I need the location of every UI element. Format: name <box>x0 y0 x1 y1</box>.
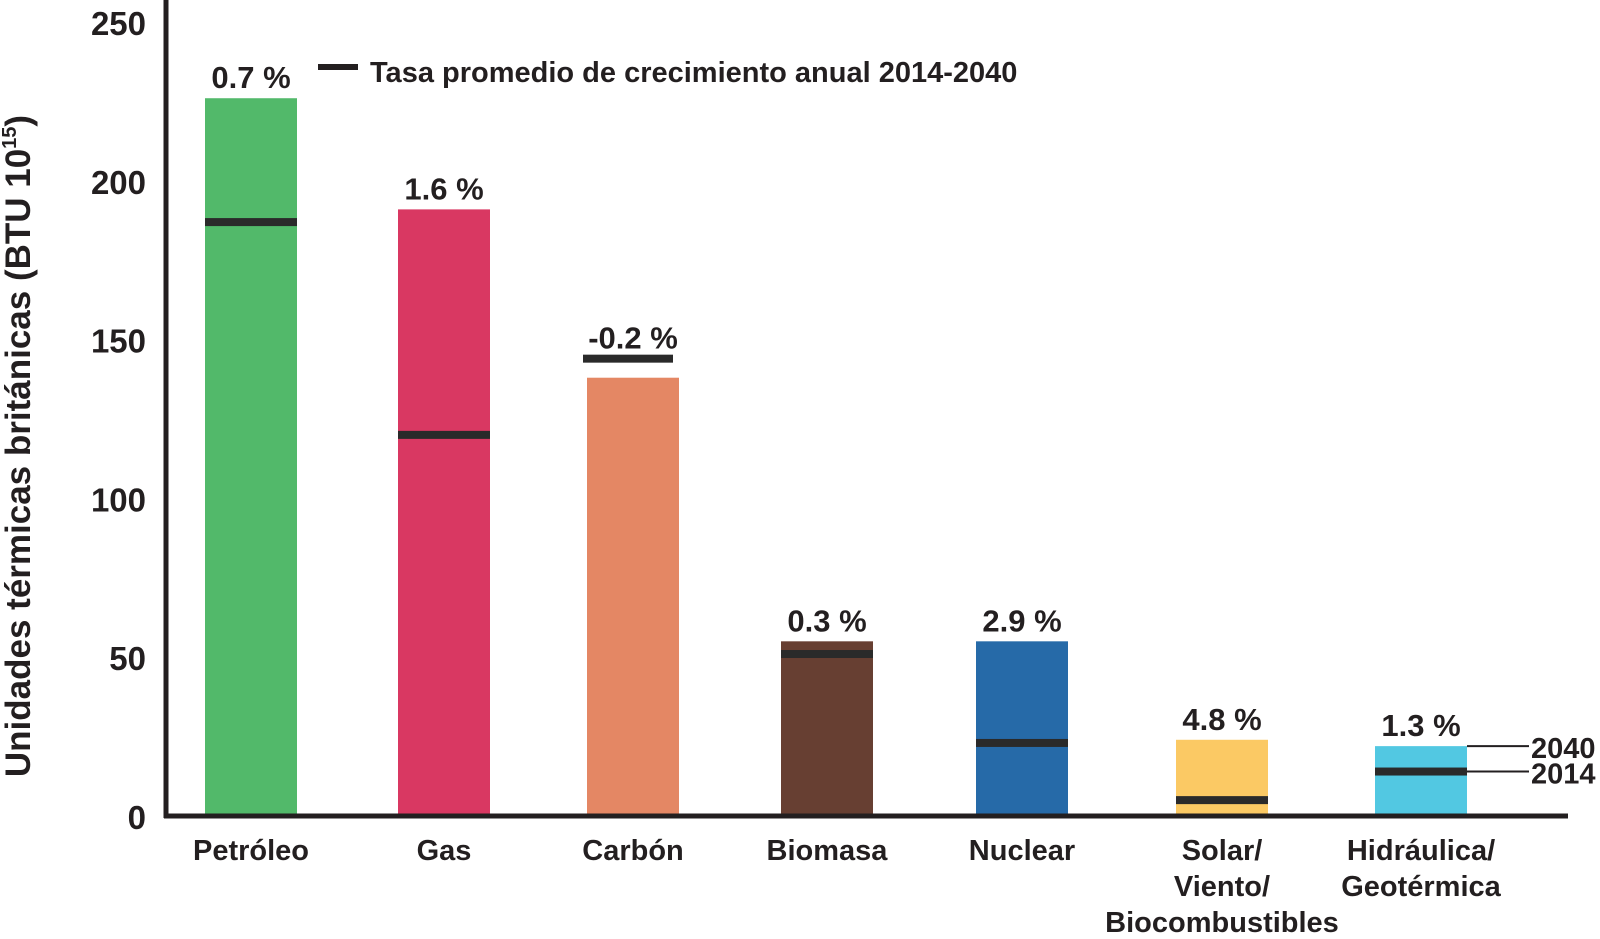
bar-2040 <box>1176 739 1268 816</box>
marker-2014 <box>398 430 490 439</box>
rate-label: 1.6 % <box>404 171 483 206</box>
y-axis-title: Unidades térmicas británicas (BTU 1015) <box>0 115 38 777</box>
category-label: Nuclear <box>969 835 1075 867</box>
marker-2014 <box>205 218 297 227</box>
category-label: Gas <box>417 835 472 867</box>
callout-2014: 2014 <box>1531 759 1596 791</box>
category-label: Carbón <box>582 835 684 867</box>
bar-2040 <box>976 641 1068 816</box>
rate-label: 4.8 % <box>1182 702 1261 737</box>
marker-2014 <box>1375 767 1467 776</box>
category-label: Geotérmica <box>1341 871 1501 903</box>
y-tick-label: 150 <box>91 323 146 360</box>
bar-2040 <box>781 641 873 816</box>
callout-2040: 2040 <box>1531 733 1596 765</box>
y-tick-label: 50 <box>109 640 146 677</box>
y-axis-title-close: ) <box>0 115 38 127</box>
plot-area: 0 50 100 150 200 250 0.7 % Petróleo 1.6 % Gas -0.2… <box>91 5 1596 939</box>
y-axis-title-superscript: 15 <box>0 127 21 149</box>
marker-2014 <box>781 650 873 659</box>
category-label: Hidráulica/ <box>1347 835 1495 867</box>
y-tick-label: 250 <box>91 5 146 42</box>
bar-2040 <box>205 98 297 816</box>
marker-2014 <box>976 738 1068 747</box>
category-label: Solar/ <box>1182 835 1263 867</box>
rate-label: 0.3 % <box>787 603 866 638</box>
rate-label: 1.3 % <box>1381 708 1460 743</box>
bar-2040 <box>587 377 679 816</box>
category-label: Viento/ <box>1174 871 1270 903</box>
bar-2040 <box>398 209 490 816</box>
rate-label: 0.7 % <box>211 60 290 95</box>
marker-2014 <box>1176 796 1268 805</box>
y-axis-title-main: Unidades térmicas británicas (BTU 10 <box>0 149 38 777</box>
legend: Tasa promedio de crecimiento anual 2014-… <box>318 57 1017 89</box>
bar-2040 <box>1375 746 1467 816</box>
rate-label: -0.2 % <box>588 321 678 356</box>
category-label: Biocombustibles <box>1105 907 1339 939</box>
y-axis-title-text: Unidades térmicas británicas (BTU 1015) <box>0 115 38 777</box>
y-tick-label: 200 <box>91 164 146 201</box>
y-tick-label: 0 <box>128 799 146 836</box>
y-tick-label: 100 <box>91 481 146 518</box>
legend-label: Tasa promedio de crecimiento anual 2014-… <box>370 57 1017 89</box>
rate-label: 2.9 % <box>982 603 1061 638</box>
category-label: Petróleo <box>193 835 309 867</box>
category-label: Biomasa <box>767 835 889 867</box>
marker-2014 <box>583 354 673 363</box>
